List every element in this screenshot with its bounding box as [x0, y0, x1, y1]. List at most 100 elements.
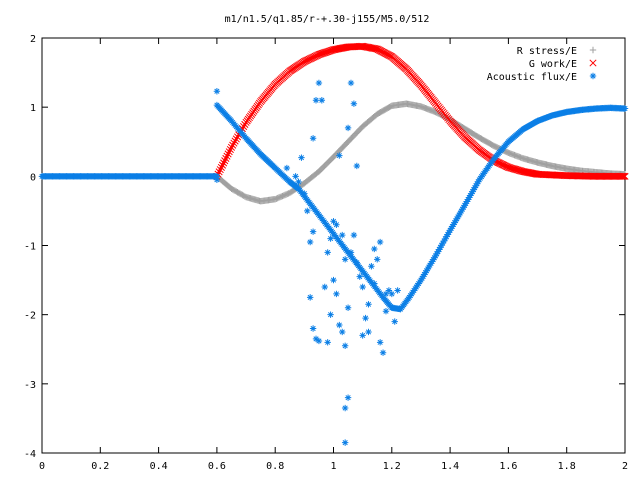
data-point	[423, 267, 430, 274]
data-point	[330, 276, 337, 284]
data-point	[321, 283, 328, 291]
x-tick: 0.8	[266, 38, 284, 472]
data-point	[448, 225, 455, 232]
data-point	[365, 301, 372, 308]
y-tick: -4	[24, 449, 625, 460]
data-point	[312, 97, 320, 104]
data-point	[434, 248, 442, 255]
data-point	[344, 124, 352, 132]
data-point	[455, 211, 463, 219]
data-point	[433, 250, 440, 257]
y-tick-label: -4	[24, 449, 36, 460]
data-point	[424, 265, 431, 273]
x-tick: 0.6	[208, 38, 226, 472]
data-point	[304, 207, 311, 215]
legend-entry: Acoustic flux/E	[487, 72, 597, 83]
data-point	[388, 290, 395, 298]
y-tick-label: -1	[24, 242, 36, 253]
data-point	[231, 137, 239, 145]
series-r-stress-e	[38, 100, 629, 205]
data-point	[233, 133, 242, 141]
data-point	[462, 200, 469, 207]
data-point	[333, 221, 340, 228]
data-point	[309, 228, 317, 235]
legend-entry: G work/E	[529, 59, 597, 70]
x-tick-label: 1.8	[558, 461, 576, 472]
x-tick-label: 0.2	[91, 461, 109, 472]
data-point	[218, 161, 227, 169]
data-point	[454, 213, 462, 221]
data-point	[422, 269, 429, 276]
legend: R stress/E G work/E Acoustic flux/E	[487, 46, 597, 83]
series-g-work-e	[213, 42, 629, 180]
x-tick-label: 0.6	[208, 461, 226, 472]
x-tick: 1.2	[383, 38, 401, 472]
data-point	[371, 245, 378, 253]
legend-label: Acoustic flux/E	[487, 72, 577, 83]
data-point	[443, 233, 450, 240]
data-point	[315, 79, 323, 87]
data-point	[391, 318, 398, 325]
data-point	[470, 186, 477, 193]
data-point	[458, 207, 465, 215]
data-point	[336, 321, 343, 329]
data-point	[440, 237, 448, 245]
data-point	[341, 439, 349, 446]
data-point	[368, 263, 375, 270]
data-point	[419, 273, 427, 280]
data-point	[445, 229, 453, 236]
data-point	[421, 271, 428, 278]
data-point	[213, 173, 221, 180]
data-point	[417, 276, 425, 284]
data-point	[327, 311, 334, 318]
legend-marker	[589, 46, 597, 54]
x-tick-label: 0.4	[150, 461, 168, 472]
data-point	[241, 120, 249, 129]
data-point	[330, 218, 337, 225]
data-point	[306, 238, 314, 246]
data-point	[456, 209, 464, 217]
x-tick-label: 2	[622, 461, 628, 472]
y-tick-label: 1	[30, 103, 36, 114]
x-tick-label: 0	[39, 461, 45, 472]
data-point	[376, 339, 384, 346]
data-point	[432, 252, 439, 260]
data-point	[309, 135, 317, 142]
data-point	[225, 148, 233, 156]
data-point	[473, 180, 481, 187]
data-point	[309, 325, 317, 332]
y-tick-label: -2	[24, 311, 36, 322]
data-point	[224, 150, 232, 158]
x-tick: 1.4	[441, 38, 459, 472]
data-point	[240, 122, 248, 131]
x-tick-label: 0.8	[266, 461, 284, 472]
data-point	[230, 139, 238, 147]
data-point	[450, 221, 457, 228]
data-point	[295, 178, 302, 186]
x-tick: 0.4	[150, 38, 168, 472]
data-point	[223, 152, 231, 160]
data-point	[619, 172, 627, 180]
data-point	[353, 162, 361, 170]
data-point	[232, 135, 240, 143]
data-point	[365, 328, 372, 336]
data-point	[465, 194, 473, 201]
data-point	[374, 256, 381, 263]
x-tick-label: 1.4	[441, 461, 459, 472]
data-point	[621, 172, 629, 180]
data-point	[376, 238, 384, 246]
data-point	[327, 235, 334, 242]
data-point	[298, 154, 305, 161]
data-point	[452, 217, 459, 224]
data-point	[442, 235, 449, 243]
data-point	[339, 328, 346, 336]
data-point	[444, 231, 451, 238]
chart-title: m1/n1.5/q1.85/r-+.30-j155/M5.0/512	[225, 14, 430, 25]
legend-entry: R stress/E	[517, 46, 597, 57]
data-point	[359, 332, 366, 339]
data-point	[459, 206, 466, 213]
y-tick: -1	[24, 242, 625, 253]
data-point	[467, 192, 474, 199]
data-point	[382, 290, 390, 298]
